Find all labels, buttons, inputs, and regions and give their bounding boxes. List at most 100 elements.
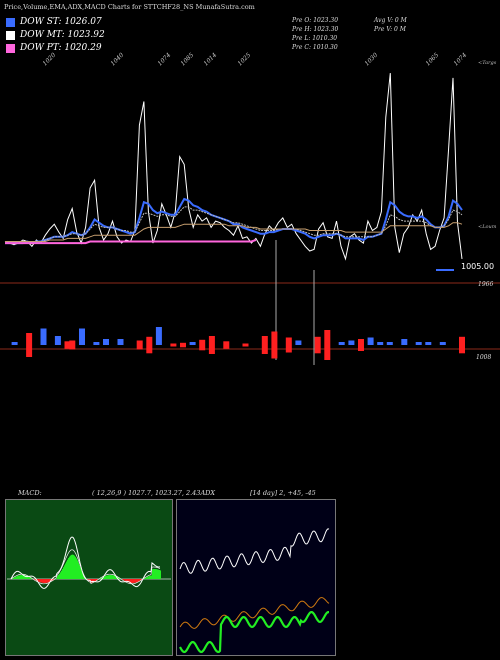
macd-histogram-bar [78, 562, 79, 579]
macd-histogram-bar [87, 579, 88, 580]
macd-histogram-bar [37, 579, 38, 582]
macd-histogram-bar [18, 575, 19, 579]
volume-bar [285, 337, 292, 353]
volume-bar [223, 341, 230, 349]
volume-bar [208, 336, 215, 354]
series-line [5, 206, 463, 242]
macd-histogram-bar [41, 579, 42, 583]
macd-histogram-bar [38, 579, 39, 582]
macd-histogram-bar [126, 579, 127, 582]
macd-signal-line [10, 549, 161, 585]
macd-histogram-bar [26, 575, 27, 579]
macd-histogram-bar [112, 575, 113, 579]
level-label-upper: 1966 [478, 281, 494, 288]
macd-histogram-bar [21, 575, 22, 579]
macd-histogram-bar [71, 554, 72, 579]
ohlc-prev-volume: Pre V: 0 M [374, 26, 406, 33]
macd-histogram-bar [131, 579, 132, 583]
macd-histogram-bar [24, 575, 25, 579]
macd-histogram-bar [129, 579, 130, 583]
volume-bar [11, 342, 18, 345]
x-tick-label: 1065 [424, 52, 440, 68]
ohlc-high: Pre H: 1023.30 [292, 26, 339, 33]
macd-histogram-bar [140, 579, 141, 581]
macd-histogram-bar [160, 570, 161, 579]
macd-params-values: ( 12,26,9 ) 1027.7, 1023.27, 2.43 [92, 489, 201, 497]
macd-histogram-bar [132, 579, 133, 583]
macd-histogram-bar [133, 579, 134, 583]
macd-histogram-bar [150, 575, 151, 579]
macd-histogram-bar [158, 569, 159, 579]
macd-histogram-bar [151, 575, 152, 579]
series-line [5, 239, 257, 245]
x-tick-label: 1020 [41, 52, 57, 68]
level-label-lower: 1008 [476, 354, 492, 361]
macd-histogram-bar [66, 561, 67, 579]
adx-panel-bg [176, 499, 336, 656]
macd-histogram [12, 554, 161, 583]
macd-histogram-bar [47, 579, 48, 583]
macd-histogram-bar [67, 559, 68, 579]
macd-histogram-bar [25, 575, 26, 579]
macd-histogram-bar [59, 573, 60, 579]
volume-bar [170, 343, 177, 347]
volume-bar [401, 339, 408, 345]
macd-histogram-bar [23, 575, 24, 579]
macd-histogram-bar [147, 576, 148, 579]
macd-histogram-bar [155, 569, 156, 579]
adx-panel [176, 499, 336, 656]
macd-histogram-bar [27, 575, 28, 579]
macd-histogram-bar [58, 575, 59, 579]
legend-swatch-mt [6, 30, 15, 40]
macd-histogram-bar [136, 579, 137, 583]
volume-bar [358, 339, 364, 351]
x-tick-label: 1014 [202, 52, 218, 68]
macd-histogram-bar [40, 579, 41, 583]
macd-histogram-bar [149, 575, 150, 579]
macd-histogram-bar [19, 575, 20, 579]
macd-histogram-bar [69, 556, 70, 579]
ohlc-close: Pre C: 1010.30 [292, 44, 338, 51]
volume-bar [64, 341, 71, 349]
volume-bar [54, 336, 61, 345]
macd-histogram-bar [44, 579, 45, 583]
volume-bar [425, 342, 432, 345]
macd-histogram-bar [130, 579, 131, 583]
macd-histogram-bar [101, 577, 102, 579]
price-chart: 1020 1040 1074 1085 1014 1025 1030 1065 1074 [0, 52, 500, 365]
volume-bar [180, 342, 186, 348]
chart-title: Price,Volume,EMA,ADX,MACD Charts for STT… [4, 3, 255, 11]
right-label-upper: <Targs [478, 60, 497, 66]
macd-histogram-bar [95, 579, 96, 582]
macd-histogram-bar [70, 555, 71, 579]
macd-histogram-bar [118, 577, 119, 579]
ohlc-low: Pre L: 1010.30 [292, 35, 338, 42]
ohlc-open: Pre O: 1023.30 [292, 17, 339, 24]
macd-histogram-bar [115, 575, 116, 579]
macd-histogram-bar [42, 579, 43, 583]
x-tick-label: 1074 [452, 52, 468, 68]
macd-histogram-bar [106, 575, 107, 579]
macd-histogram-bar [97, 579, 98, 581]
macd-histogram-bar [30, 577, 31, 579]
volume-bar [377, 342, 384, 345]
macd-histogram-bar [22, 575, 23, 579]
legend-label-st: DOW ST: 1026.07 [20, 17, 102, 27]
volume-bar [338, 342, 345, 345]
series-line [5, 222, 463, 242]
macd-histogram-bar [80, 567, 81, 579]
macd-histogram-bar [93, 579, 94, 583]
series-lines [4, 73, 463, 261]
macd-histogram-bar [113, 575, 114, 579]
macd-histogram-bar [49, 579, 50, 583]
volume-bar [103, 339, 109, 345]
macd-label: MACD: [18, 489, 42, 497]
macd-histogram-bar [16, 576, 17, 579]
macd-histogram-bar [138, 579, 139, 582]
right-label-lower: <Loum [478, 224, 497, 230]
volume-bar [199, 339, 206, 351]
volume-bar [295, 340, 302, 345]
macd-histogram-bar [94, 579, 95, 582]
macd-histogram-bar [154, 569, 155, 579]
macd-histogram-bar [56, 578, 57, 579]
